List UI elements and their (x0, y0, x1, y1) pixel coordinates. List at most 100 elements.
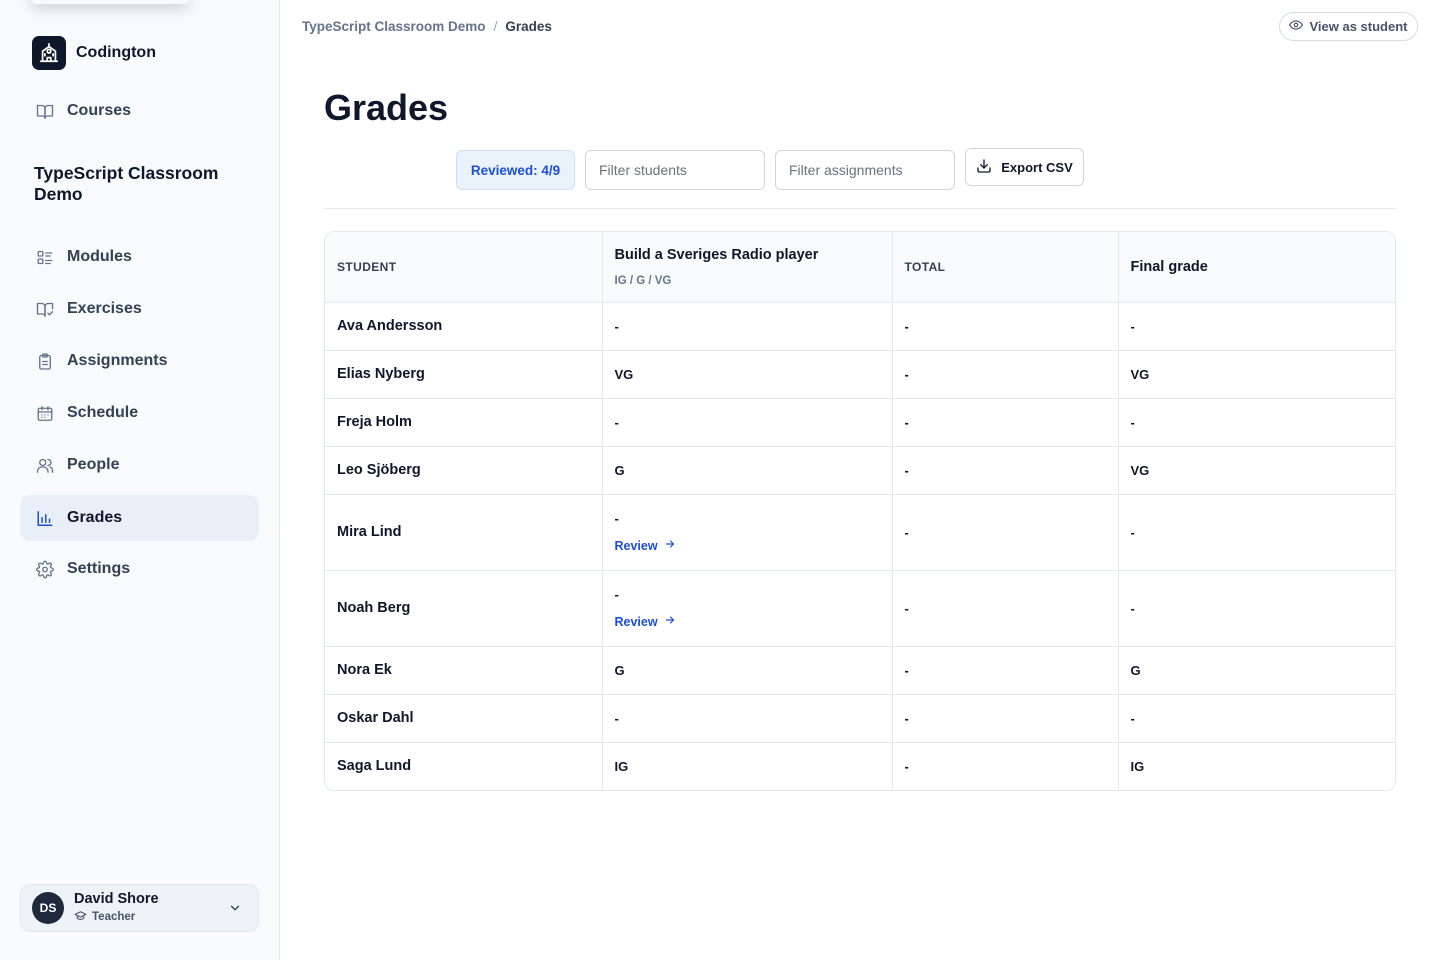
total-cell: - (892, 742, 1119, 790)
table-row: Freja Holm - - - (325, 398, 1395, 447)
view-as-student-label: View as student (1309, 19, 1408, 34)
total-cell: - (892, 302, 1119, 351)
divider (324, 208, 1396, 209)
table-row: Noah Berg - Review - - (325, 570, 1395, 647)
total-cell: - (892, 694, 1119, 743)
table-header-row: STUDENT Build a Sveriges Radio player IG… (325, 232, 1395, 303)
total-cell: - (892, 494, 1119, 571)
sidebar-item-label: Modules (67, 248, 132, 265)
sidebar-item-grades[interactable]: Grades (20, 495, 259, 541)
user-name: David Shore (74, 891, 159, 907)
school-building-icon (32, 36, 66, 70)
final-grade-cell[interactable]: - (1118, 694, 1395, 743)
assignment-grade-cell[interactable]: IG (602, 742, 893, 790)
review-link-label: Review (614, 538, 658, 553)
avatar: DS (32, 892, 64, 924)
student-name-cell: Freja Holm (325, 398, 603, 447)
assignment-grade-cell[interactable]: - (602, 694, 893, 743)
column-header-final-grade: Final grade (1118, 232, 1395, 303)
sidebar-item-label: Exercises (67, 300, 142, 317)
student-name-cell: Elias Nyberg (325, 350, 603, 399)
grades-table: STUDENT Build a Sveriges Radio player IG… (324, 231, 1396, 791)
breadcrumb-separator: / (493, 19, 498, 34)
table-row: Nora Ek G - G (325, 646, 1395, 695)
assignment-grade-cell[interactable]: - Review (602, 570, 893, 647)
clipboard-icon (36, 352, 54, 370)
final-grade-cell[interactable]: VG (1118, 350, 1395, 399)
student-name-cell: Mira Lind (325, 494, 603, 571)
assignment-grade-cell[interactable]: VG (602, 350, 893, 399)
student-name-cell: Oskar Dahl (325, 694, 603, 743)
graduation-cap-icon (74, 909, 87, 925)
final-grade-cell[interactable]: - (1118, 570, 1395, 647)
final-grade-cell[interactable]: - (1118, 302, 1395, 351)
list-icon (36, 248, 54, 266)
assignment-grade-cell[interactable]: G (602, 646, 893, 695)
popover-shadow (30, 0, 190, 4)
user-menu-button[interactable]: DS David Shore Teacher (20, 884, 259, 932)
breadcrumb-course-link[interactable]: TypeScript Classroom Demo (302, 19, 486, 34)
student-name-cell: Nora Ek (325, 646, 603, 695)
assignment-grade-cell[interactable]: - (602, 302, 893, 351)
breadcrumb-current: Grades (505, 19, 552, 34)
brand[interactable]: Codington (32, 36, 156, 70)
sidebar-item-settings[interactable]: Settings (20, 546, 259, 592)
brand-name: Codington (76, 44, 156, 61)
table-row: Ava Andersson - - - (325, 302, 1395, 351)
book-open-icon (36, 102, 54, 120)
assignment-grade-cell[interactable]: G (602, 446, 893, 495)
column-header-total: TOTAL (892, 232, 1119, 303)
breadcrumb: TypeScript Classroom Demo / Grades (302, 19, 552, 34)
table-row: Saga Lund IG - IG (325, 742, 1395, 790)
page-title: Grades (324, 87, 449, 128)
sidebar-item-schedule[interactable]: Schedule (20, 390, 259, 436)
assignment-grade: - (614, 587, 619, 602)
sidebar-item-exercises[interactable]: Exercises (20, 286, 259, 332)
sidebar-item-courses[interactable]: Courses (20, 88, 259, 134)
table-row: Leo Sjöberg G - VG (325, 446, 1395, 495)
final-grade-cell[interactable]: G (1118, 646, 1395, 695)
column-header-assignment[interactable]: Build a Sveriges Radio player IG / G / V… (602, 232, 893, 303)
review-link[interactable]: Review (615, 614, 880, 629)
assignment-title: Build a Sveriges Radio player (614, 246, 819, 263)
sidebar-item-label: Courses (67, 102, 132, 119)
filter-students-input[interactable] (585, 150, 765, 190)
final-grade-cell[interactable]: IG (1130, 758, 1145, 774)
user-role-label: Teacher (92, 911, 136, 923)
assignment-grade-cell[interactable]: - Review (602, 494, 893, 571)
sidebar: Codington Courses TypeScript Classroom D… (0, 0, 280, 960)
sidebar-item-label: Schedule (67, 404, 139, 421)
arrow-right-icon (664, 538, 676, 553)
course-title: TypeScript Classroom Demo (34, 163, 219, 204)
final-grade-cell[interactable]: VG (1118, 446, 1395, 495)
sidebar-item-modules[interactable]: Modules (20, 234, 259, 280)
export-csv-button[interactable]: Export CSV (965, 148, 1084, 186)
chevron-down-icon (228, 901, 242, 920)
sidebar-item-label: Assignments (67, 352, 168, 369)
assignment-grade-scale: IG / G / VG (614, 274, 672, 287)
review-link[interactable]: Review (615, 538, 880, 553)
view-as-student-button[interactable]: View as student (1279, 12, 1418, 41)
export-csv-label: Export CSV (1001, 159, 1073, 175)
review-link-label: Review (614, 614, 658, 629)
final-grade-cell[interactable]: - (1118, 398, 1395, 447)
student-name-cell: Saga Lund (325, 742, 603, 790)
assignment-grade-cell[interactable]: - (602, 398, 893, 447)
sidebar-item-label: Settings (67, 560, 131, 577)
calendar-icon (36, 404, 54, 422)
total-cell: - (892, 570, 1119, 647)
total-cell: - (892, 646, 1119, 695)
sidebar-item-assignments[interactable]: Assignments (20, 338, 259, 384)
user-role: Teacher (74, 909, 159, 925)
total-cell: - (892, 446, 1119, 495)
final-grade-cell[interactable]: - (1118, 494, 1395, 571)
student-name-cell: Leo Sjöberg (325, 446, 603, 495)
student-name-cell: Noah Berg (325, 570, 603, 647)
column-header-student: STUDENT (325, 232, 603, 303)
table-row: Mira Lind - Review - - (325, 494, 1395, 571)
book-check-icon (36, 300, 54, 318)
table-row: Oskar Dahl - - - (325, 694, 1395, 743)
bar-chart-icon (36, 509, 54, 527)
sidebar-item-people[interactable]: People (20, 442, 259, 488)
filter-assignments-input[interactable] (775, 150, 955, 190)
